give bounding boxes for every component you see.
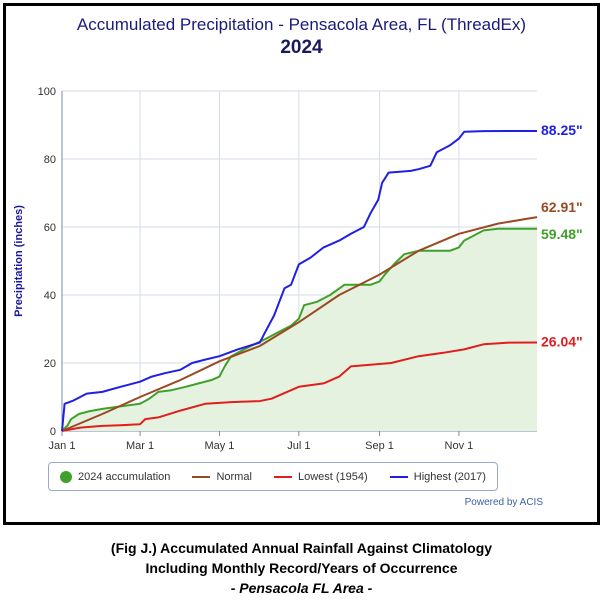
series-line-2 [61, 341, 538, 432]
y-tick-label: 40 [44, 290, 56, 302]
x-tick-label: Sep 1 [365, 440, 394, 452]
credits-link[interactable]: Powered by ACIS [464, 497, 543, 508]
y-tick-label: 20 [44, 358, 56, 370]
caption-line-1: (Fig J.) Accumulated Annual Rainfall Aga… [110, 540, 493, 556]
legend-label-highest: Highest (2017) [413, 470, 486, 483]
legend-item-lowest[interactable]: Lowest (1954) [273, 470, 368, 483]
caption-line-2: Including Monthly Record/Years of Occurr… [145, 560, 458, 576]
series-line-3 [61, 129, 538, 432]
series-end-label-1: 62.91" [541, 199, 583, 215]
x-tick-label: Nov 1 [445, 440, 474, 452]
caption-line-3: - Pensacola FL Area - [230, 580, 373, 596]
chart-legend: 2024 accumulation Normal Lowest (1954) H… [48, 462, 498, 491]
legend-swatch-lowest [273, 475, 292, 478]
y-tick-label: 100 [38, 86, 56, 98]
legend-item-highest[interactable]: Highest (2017) [389, 470, 486, 483]
y-tick-label: 0 [50, 426, 56, 438]
series-end-label-0: 59.48" [541, 226, 583, 242]
series-area-0 [62, 228, 537, 431]
series-end-label-2: 26.04" [541, 333, 583, 349]
legend-label-2024: 2024 accumulation [78, 470, 171, 483]
legend-label-normal: Normal [216, 470, 252, 483]
legend-swatch-normal [192, 475, 211, 478]
series-end-label-3: 88.25" [541, 122, 583, 138]
x-tick-label: Jan 1 [49, 440, 76, 452]
x-tick-label: Jul 1 [287, 440, 310, 452]
legend-swatch-2024 [60, 470, 73, 483]
legend-item-normal[interactable]: Normal [192, 470, 252, 483]
series-line-1 [61, 216, 538, 432]
chart-title: Accumulated Precipitation - Pensacola Ar… [76, 15, 527, 34]
x-tick-label: May 1 [204, 440, 234, 452]
series-line-0 [61, 227, 538, 432]
chart-subtitle: 2024 [280, 37, 323, 58]
legend-swatch-highest [389, 475, 408, 478]
y-axis-label: Precipitation (inches) [13, 205, 25, 317]
legend-item-2024[interactable]: 2024 accumulation [60, 470, 171, 483]
y-tick-label: 80 [44, 154, 56, 166]
x-tick-label: Mar 1 [126, 440, 154, 452]
legend-label-lowest: Lowest (1954) [297, 470, 368, 483]
y-tick-label: 60 [44, 222, 56, 234]
